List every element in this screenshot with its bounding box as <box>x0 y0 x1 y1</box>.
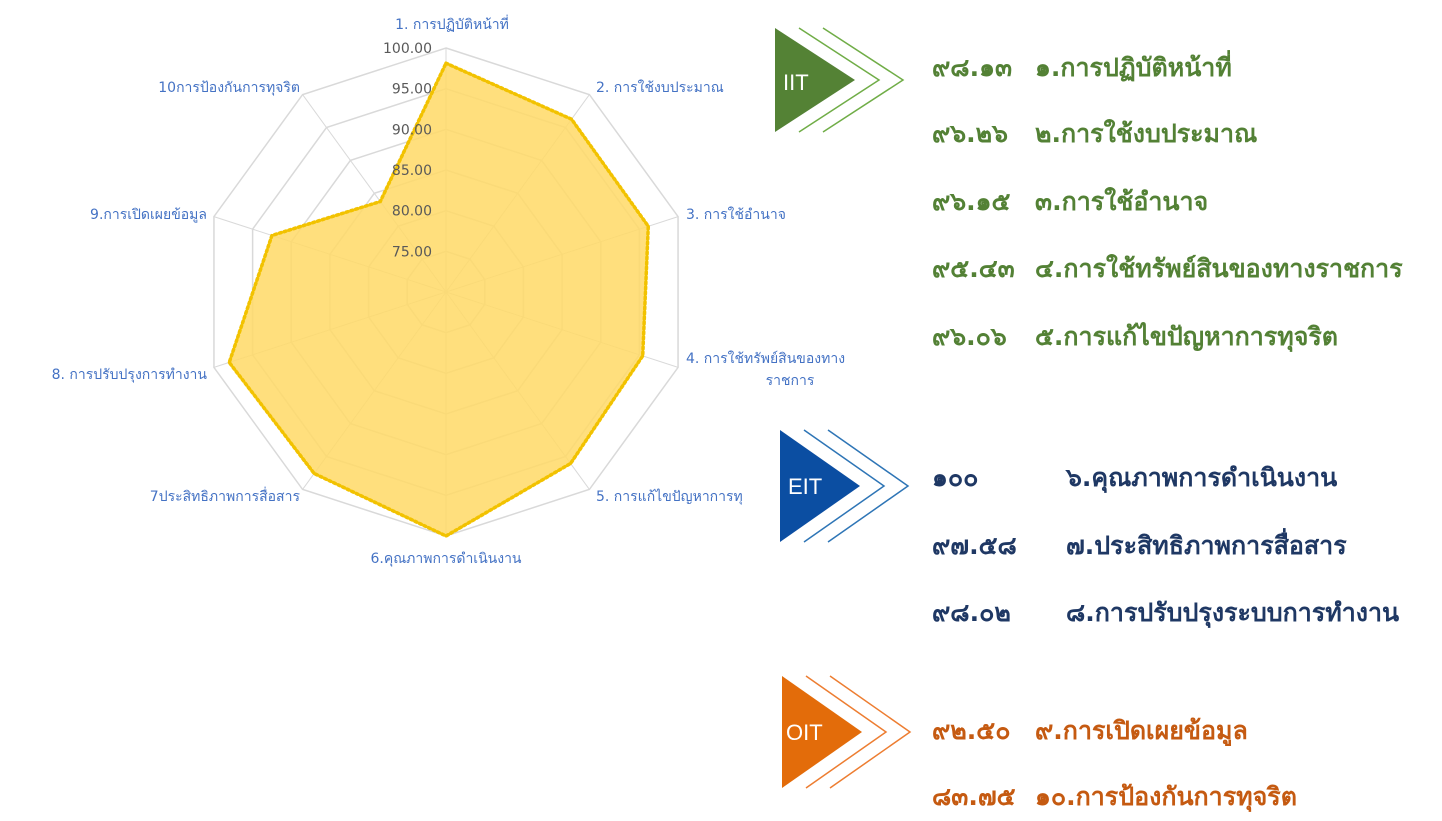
series-area <box>227 60 651 538</box>
data-point <box>444 61 448 65</box>
axis-label: 4. การใช้ทรัพย์สินของทาง <box>686 350 845 367</box>
axis-label: 10การป้องกันการทุจริต <box>158 80 300 96</box>
iit-badge: IIT <box>775 27 905 140</box>
score: ๙๒.๕๐ <box>932 716 1011 745</box>
data-point <box>641 354 645 358</box>
indicator-label: ๘.การปรับปรุงระบบการทำงาน <box>1066 598 1400 627</box>
axis-label: 1. การปฏิบัติหน้าที่ <box>395 15 509 33</box>
score: ๙๘.๑๓ <box>932 53 1013 82</box>
oit-badge: OIT <box>782 675 912 792</box>
tick-label: 95.00 <box>392 82 432 98</box>
iit-badge-label: IIT <box>783 70 809 95</box>
score: ๘๓.๗๕ <box>932 782 1016 811</box>
score: ๙๖.๐๖ <box>932 322 1007 351</box>
axis-label: 3. การใช้อำนาจ <box>686 206 786 223</box>
indicator-label: ๑.การปฏิบัติหน้าที่ <box>1035 53 1232 82</box>
indicator-label: ๙.การเปิดเผยข้อมูล <box>1035 716 1248 745</box>
score: ๙๘.๐๒ <box>932 598 1011 627</box>
indicator-label: ๔.การใช้ทรัพย์สินของทางราชการ <box>1035 254 1403 283</box>
tick-label: 75.00 <box>392 244 432 260</box>
indicator-label: ๗.ประสิทธิภาพการสื่อสาร <box>1066 531 1347 560</box>
oit-badge-label: OIT <box>786 720 823 745</box>
axis-label: 2. การใช้งบประมาณ <box>596 79 724 96</box>
tick-label: 85.00 <box>392 163 432 179</box>
axis-label: 8. การปรับปรุงการทำงาน <box>52 367 208 383</box>
score: ๙๖.๑๕ <box>932 187 1011 216</box>
axis-label: 9.การเปิดเผยข้อมูล <box>90 207 207 223</box>
score: ๙๕.๔๓ <box>932 254 1015 283</box>
indicator-label: ๑๐.การป้องกันการทุจริต <box>1035 782 1297 811</box>
data-point <box>312 471 316 475</box>
eit-badge: EIT <box>780 429 910 546</box>
score: ๙๗.๕๘ <box>932 531 1017 560</box>
axis-label: 5. การแก้ไขปัญหาการทุ <box>596 488 743 505</box>
tick-label: 90.00 <box>392 122 432 138</box>
score: ๑๐๐ <box>932 463 979 492</box>
score: ๙๖.๒๖ <box>932 119 1009 148</box>
data-point <box>646 224 650 228</box>
data-point <box>570 117 574 121</box>
data-point <box>569 461 573 465</box>
indicator-label: ๓.การใช้อำนาจ <box>1035 187 1209 216</box>
radar-chart: 75.00 80.00 85.00 90.00 95.00 100.00 1. การปฏิ… <box>52 15 845 567</box>
axis-label: 6.คุณภาพการดำเนินงาน <box>370 551 521 567</box>
tick-label: 100.00 <box>383 41 432 57</box>
indicator-label: ๕.การแก้ไขปัญหาการทุจริต <box>1035 322 1339 351</box>
axis-label: ราชการ <box>766 373 815 389</box>
data-point <box>270 233 274 237</box>
data-point <box>444 534 448 538</box>
data-point <box>378 200 382 204</box>
data-point <box>227 360 231 364</box>
indicator-label: ๖.คุณภาพการดำเนินงาน <box>1066 463 1338 492</box>
eit-badge-label: EIT <box>788 474 822 499</box>
axis-label: 7ประสิทธิภาพการสื่อสาร <box>150 487 301 505</box>
indicator-label: ๒.การใช้งบประมาณ <box>1035 119 1258 148</box>
tick-label: 80.00 <box>392 204 432 220</box>
